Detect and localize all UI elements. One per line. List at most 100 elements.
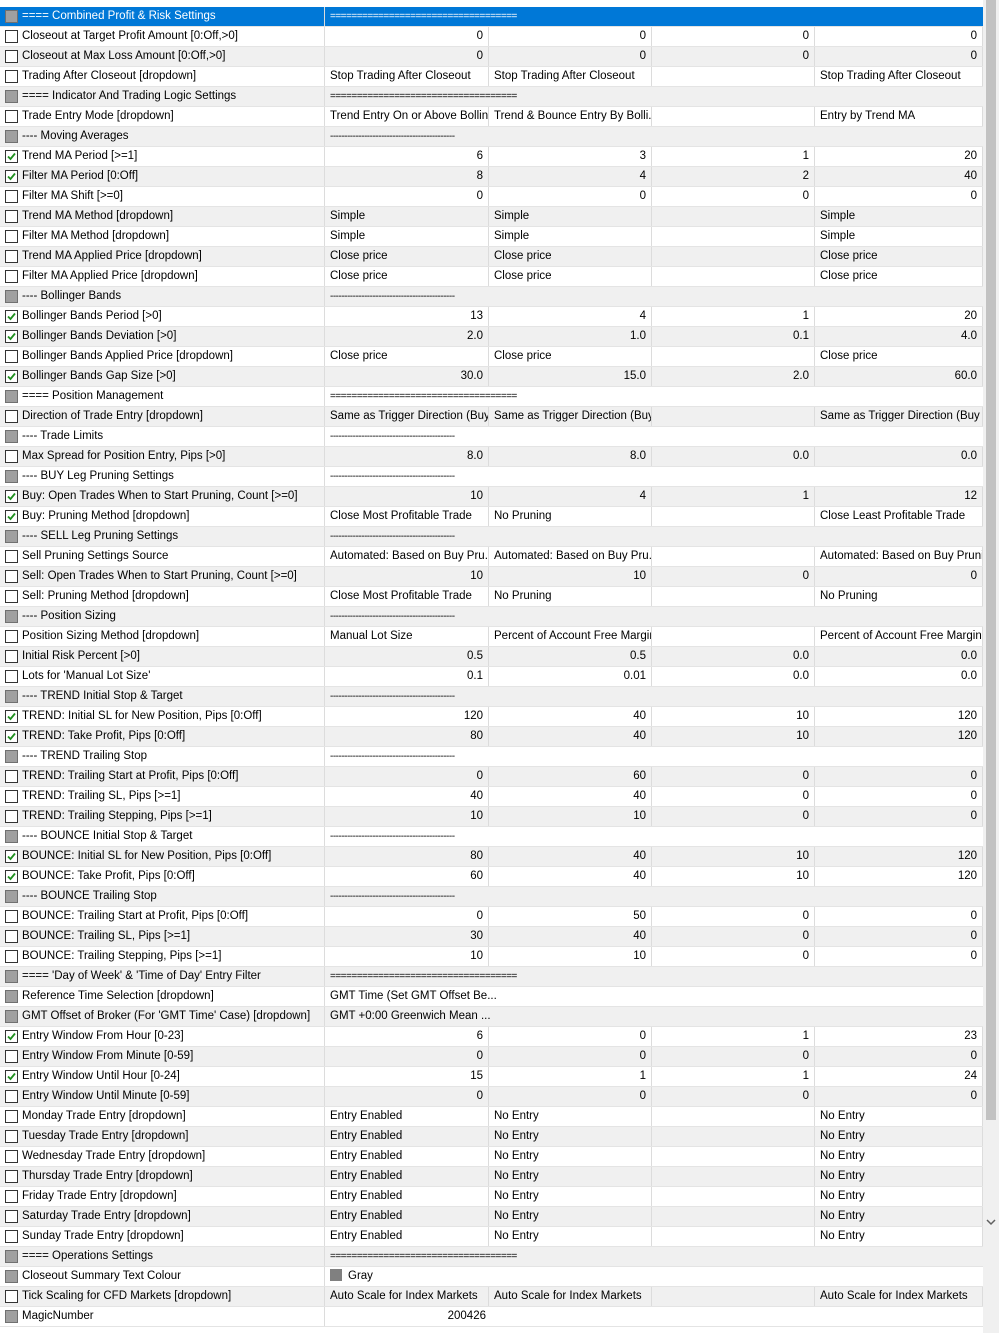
value-cell[interactable]: 8.0 xyxy=(489,447,652,466)
value-cell[interactable]: Entry Enabled xyxy=(325,1107,489,1126)
value-cell[interactable]: Trend & Bounce Entry By Bolli... xyxy=(489,107,652,126)
setting-row[interactable]: Trend MA Applied Price [dropdown] Close p… xyxy=(0,247,983,267)
setting-row[interactable]: ==== Operations Settings ================… xyxy=(0,1247,983,1267)
value-cell[interactable]: 80 xyxy=(325,727,489,746)
setting-row[interactable]: Max Spread for Position Entry, Pips [>0]… xyxy=(0,447,983,467)
setting-row[interactable]: Buy: Pruning Method [dropdown] Close Most… xyxy=(0,507,983,527)
value-cell[interactable] xyxy=(652,1207,815,1226)
setting-row[interactable]: BOUNCE: Trailing Start at Profit, Pips [… xyxy=(0,907,983,927)
setting-row[interactable]: MagicNumber 200426 xyxy=(0,1307,983,1327)
setting-row[interactable]: TREND: Trailing SL, Pips [>=1] 40 40 0 0 xyxy=(0,787,983,807)
value-cell[interactable]: Automated: Based on Buy Pruni... xyxy=(815,547,983,566)
value-cell[interactable]: 20 xyxy=(815,147,983,166)
setting-row[interactable]: Sunday Trade Entry [dropdown] Entry Enabl… xyxy=(0,1227,983,1247)
value-cell[interactable]: 8.0 xyxy=(325,447,489,466)
value-cell[interactable]: 1 xyxy=(652,147,815,166)
value-cell[interactable]: No Entry xyxy=(815,1207,983,1226)
checkbox[interactable] xyxy=(5,1030,18,1043)
checkbox[interactable] xyxy=(5,670,18,683)
setting-row[interactable]: Entry Window Until Hour [0-24] 15 1 1 24 xyxy=(0,1067,983,1087)
value-cell[interactable]: 1 xyxy=(652,1027,815,1046)
checkbox[interactable] xyxy=(5,1170,18,1183)
value-cell[interactable]: 120 xyxy=(325,707,489,726)
value-cell[interactable]: 0 xyxy=(652,187,815,206)
value-cell[interactable]: 0.1 xyxy=(325,667,489,686)
setting-row[interactable]: BOUNCE: Initial SL for New Position, Pip… xyxy=(0,847,983,867)
value-cell[interactable]: Simple xyxy=(325,227,489,246)
checkbox[interactable] xyxy=(5,290,18,303)
checkbox[interactable] xyxy=(5,410,18,423)
value-cell[interactable]: 10 xyxy=(325,487,489,506)
setting-row[interactable]: Friday Trade Entry [dropdown] Entry Enabl… xyxy=(0,1187,983,1207)
value-cell[interactable] xyxy=(652,547,815,566)
value-cell[interactable]: 0 xyxy=(325,1087,489,1106)
setting-row[interactable]: Filter MA Applied Price [dropdown] Close … xyxy=(0,267,983,287)
value-cell[interactable]: 13 xyxy=(325,307,489,326)
value-cell[interactable]: 40 xyxy=(489,927,652,946)
setting-row[interactable]: Trading After Closeout [dropdown] Stop Tr… xyxy=(0,67,983,87)
checkbox[interactable] xyxy=(5,430,18,443)
setting-row[interactable]: Bollinger Bands Deviation [>0] 2.0 1.0 0.1 4… xyxy=(0,327,983,347)
setting-row[interactable]: Direction of Trade Entry [dropdown] Same … xyxy=(0,407,983,427)
checkbox[interactable] xyxy=(5,150,18,163)
checkbox[interactable] xyxy=(5,470,18,483)
value-cell[interactable]: 50 xyxy=(489,907,652,926)
value-cell[interactable]: No Entry xyxy=(815,1227,983,1246)
value-cell[interactable]: 0.0 xyxy=(652,667,815,686)
value-cell[interactable]: 0 xyxy=(325,47,489,66)
value-cell[interactable]: 1 xyxy=(652,487,815,506)
value-cell[interactable]: 0 xyxy=(815,807,983,826)
value-cell[interactable]: Close price xyxy=(489,247,652,266)
setting-row[interactable]: BOUNCE: Trailing SL, Pips [>=1] 30 40 0 0 xyxy=(0,927,983,947)
value-cell[interactable]: 0 xyxy=(815,567,983,586)
checkbox[interactable] xyxy=(5,270,18,283)
value-cell[interactable] xyxy=(652,1287,815,1306)
value-cell[interactable]: 10 xyxy=(652,847,815,866)
value-cell[interactable]: Same as Trigger Direction (Buy ... xyxy=(815,407,983,426)
value-cell[interactable] xyxy=(652,507,815,526)
checkbox[interactable] xyxy=(5,650,18,663)
value-cell[interactable]: 0 xyxy=(652,787,815,806)
value-cell[interactable]: 0 xyxy=(652,927,815,946)
value-cell[interactable]: Entry Enabled xyxy=(325,1127,489,1146)
value-cell[interactable] xyxy=(652,207,815,226)
value-cell[interactable]: 10 xyxy=(652,727,815,746)
setting-row[interactable]: Closeout Summary Text Colour Gray xyxy=(0,1267,983,1287)
value-cell[interactable]: 1.0 xyxy=(489,327,652,346)
value-cell[interactable] xyxy=(652,1167,815,1186)
value-cell[interactable]: 4 xyxy=(489,307,652,326)
value-cell[interactable]: 2.0 xyxy=(325,327,489,346)
value-cell[interactable]: 0 xyxy=(815,27,983,46)
value-cell[interactable]: Close price xyxy=(325,267,489,286)
value-cell[interactable]: 20 xyxy=(815,307,983,326)
setting-row[interactable]: Entry Window Until Minute [0-59] 0 0 0 0 xyxy=(0,1087,983,1107)
checkbox[interactable] xyxy=(5,1270,18,1283)
setting-row[interactable]: ---- Bollinger Bands --------------------… xyxy=(0,287,983,307)
value-cell[interactable]: Entry Enabled xyxy=(325,1187,489,1206)
value-cell[interactable] xyxy=(652,267,815,286)
value-cell[interactable]: 0 xyxy=(325,907,489,926)
checkbox[interactable] xyxy=(5,1070,18,1083)
value-cell[interactable] xyxy=(652,587,815,606)
value-cell[interactable]: 0 xyxy=(489,47,652,66)
value-cell[interactable]: Entry Enabled xyxy=(325,1227,489,1246)
value-cell[interactable]: 40 xyxy=(489,847,652,866)
setting-value[interactable]: GMT +0:00 Greenwich Mean ... xyxy=(325,1007,983,1026)
value-cell[interactable] xyxy=(652,1227,815,1246)
checkbox[interactable] xyxy=(5,1290,18,1303)
value-cell[interactable]: 120 xyxy=(815,867,983,886)
checkbox[interactable] xyxy=(5,850,18,863)
value-cell[interactable]: No Entry xyxy=(815,1127,983,1146)
setting-row[interactable]: BOUNCE: Trailing Stepping, Pips [>=1] 10 1… xyxy=(0,947,983,967)
value-cell[interactable]: 0.1 xyxy=(652,327,815,346)
value-cell[interactable]: 0 xyxy=(815,187,983,206)
value-cell[interactable]: Entry Enabled xyxy=(325,1147,489,1166)
checkbox[interactable] xyxy=(5,130,18,143)
value-cell[interactable]: 15 xyxy=(325,1067,489,1086)
value-cell[interactable] xyxy=(652,247,815,266)
value-cell[interactable]: 0.0 xyxy=(652,447,815,466)
checkbox[interactable] xyxy=(5,1230,18,1243)
checkbox[interactable] xyxy=(5,450,18,463)
value-cell[interactable]: 0 xyxy=(815,767,983,786)
checkbox[interactable] xyxy=(5,190,18,203)
